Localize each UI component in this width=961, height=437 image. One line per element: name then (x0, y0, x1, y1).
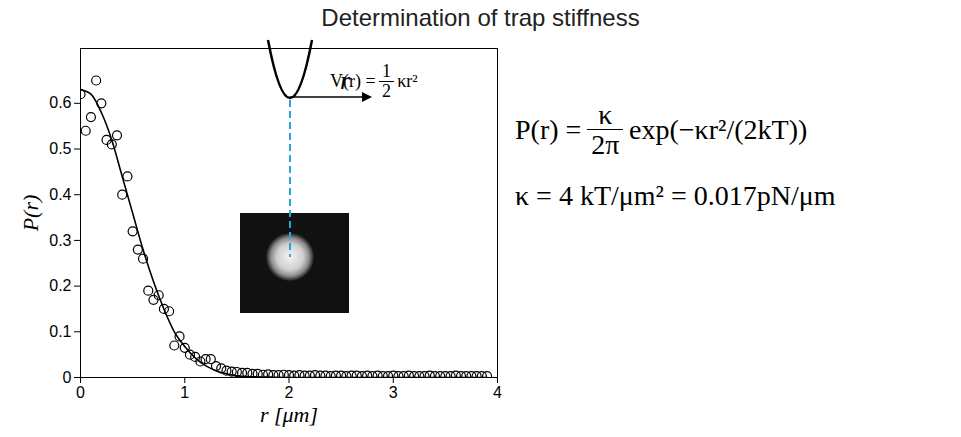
html-text:P(r) =: P(r) = (515, 113, 582, 145)
svg-text:0.6: 0.6 (49, 94, 71, 111)
svg-text:P(r): P(r) (18, 195, 43, 233)
svg-text:0: 0 (76, 384, 85, 401)
svg-text:0.5: 0.5 (49, 140, 71, 157)
html-text:Determination of trap stiffnes: Determination of trap stiffness (321, 4, 640, 31)
html-text:κ = 4 kT/μm² = 0.017pN/μm: κ = 4 kT/μm² = 0.017pN/μm (515, 180, 836, 211)
svg-text:0.2: 0.2 (49, 277, 71, 294)
svg-text:2: 2 (285, 384, 294, 401)
html-text:κ: κ (598, 99, 613, 130)
svg-text:0.1: 0.1 (49, 323, 71, 340)
html-text:r: r (340, 66, 351, 95)
html-text:2π exp(−κr²/(2kT)): 2π exp(−κr²/(2kT)) (591, 113, 808, 161)
svg-text:1: 1 (180, 384, 189, 401)
svg-text:0.3: 0.3 (49, 232, 71, 249)
svg-text:0: 0 (63, 369, 72, 386)
svg-text:r [μm]: r [μm] (260, 402, 318, 427)
html-text:2 κr²: 2 κr² (381, 70, 418, 101)
svg-text:3: 3 (389, 384, 398, 401)
html-text:V(r) = 1: V(r) = 1 (330, 61, 391, 91)
svg-text:4: 4 (493, 384, 502, 401)
svg-text:0.4: 0.4 (49, 186, 71, 203)
